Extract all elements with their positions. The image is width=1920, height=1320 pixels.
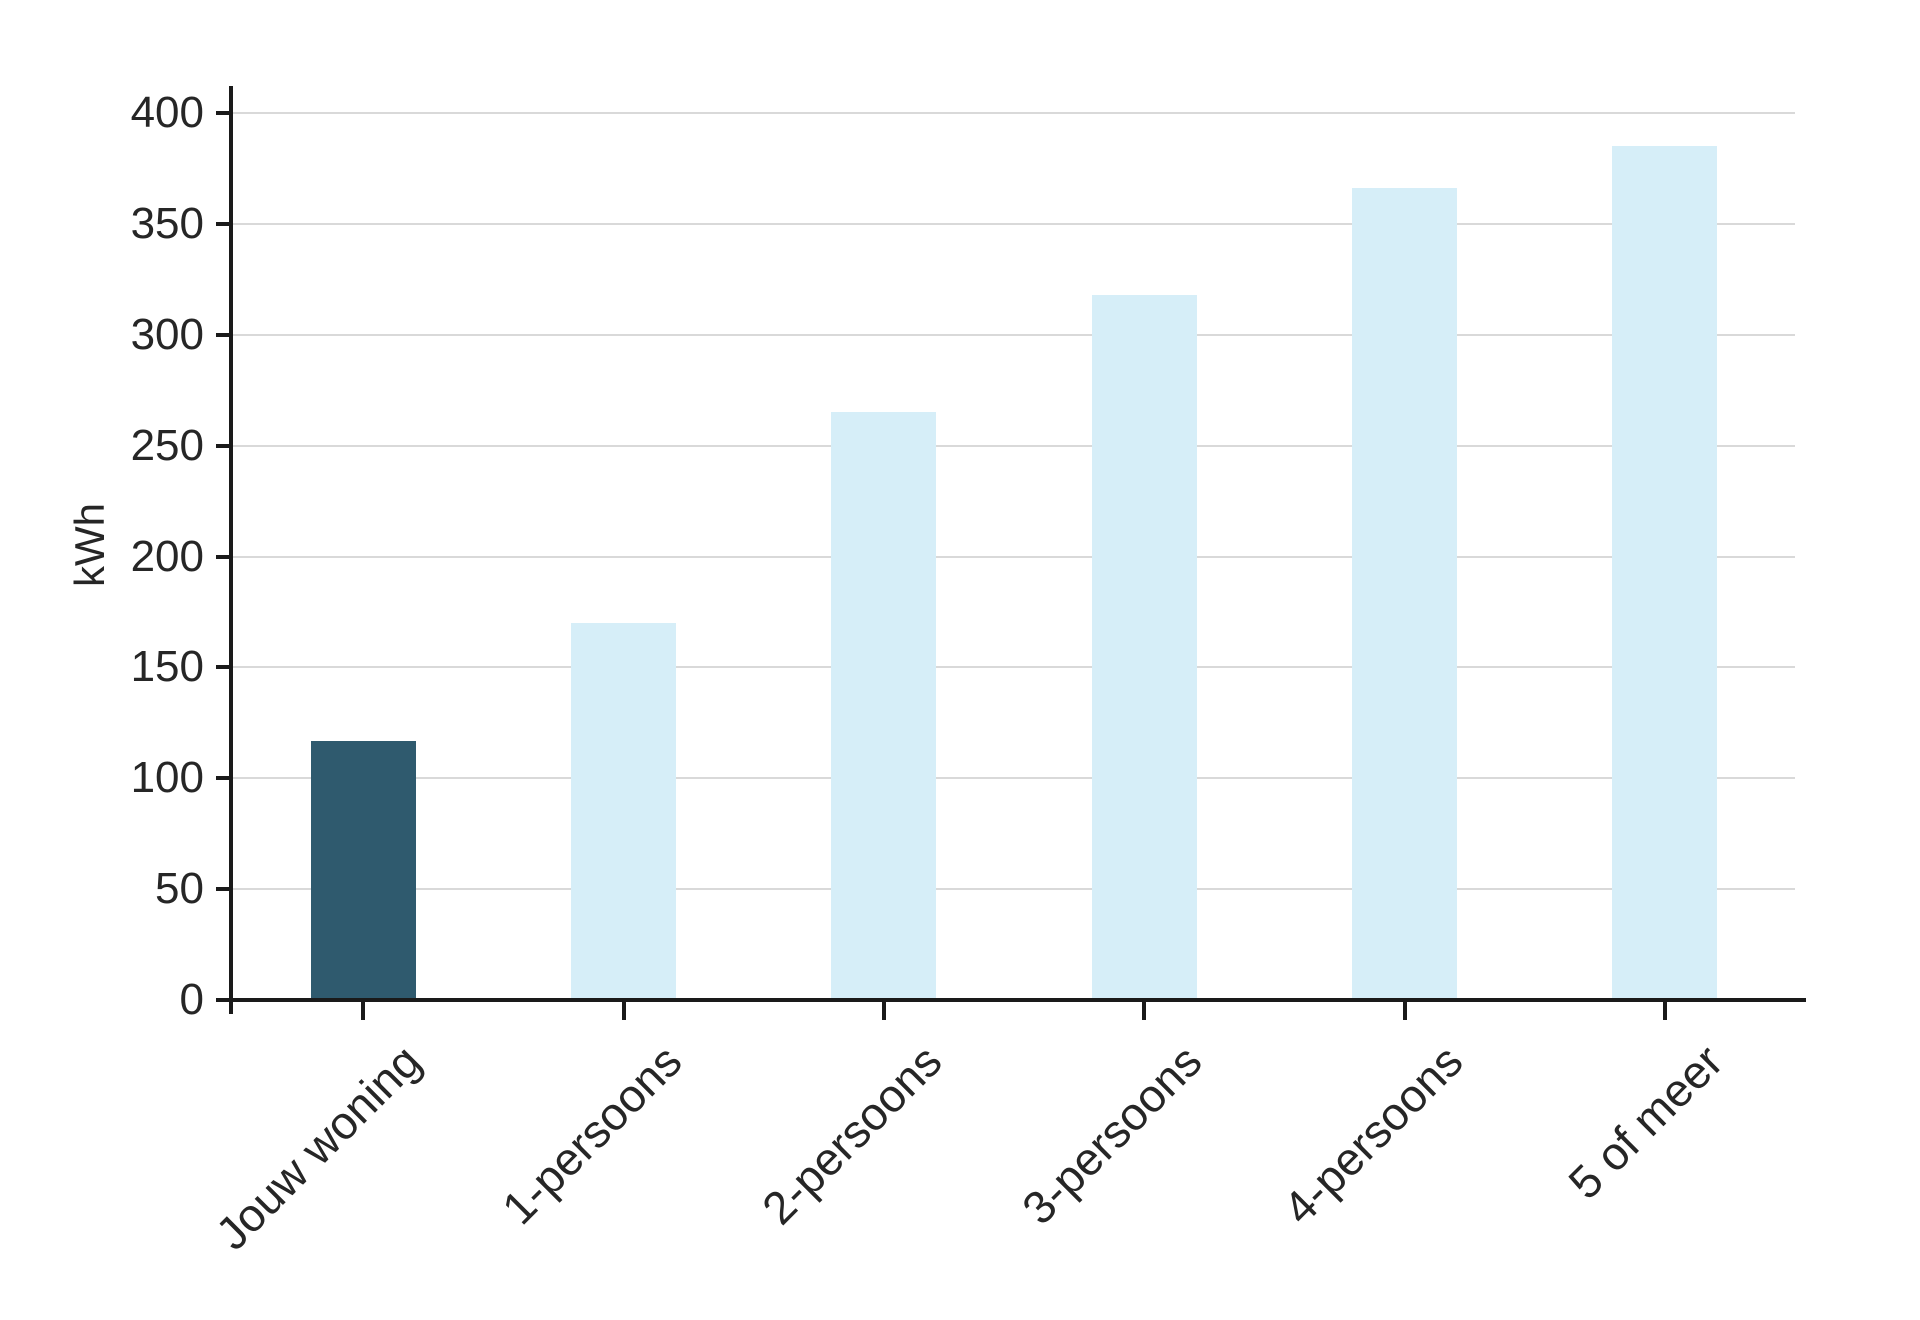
gridline [233, 777, 1795, 780]
bar-jouw-woning [310, 740, 416, 1000]
gridline [233, 112, 1795, 114]
y-tick-label: 50 [155, 864, 204, 914]
x-axis-tick [1662, 1002, 1667, 1020]
y-axis-tick [216, 554, 231, 559]
gridline [233, 888, 1795, 891]
gridline [233, 333, 1795, 336]
x-axis-tick [361, 1002, 366, 1020]
bar-3-persoons [1091, 294, 1197, 1000]
plot-area [233, 112, 1795, 1000]
x-axis-tick [881, 1002, 886, 1020]
y-tick-label: 250 [130, 420, 204, 470]
x-category-label: 5 of meer [1558, 1034, 1733, 1209]
gridline [233, 666, 1795, 669]
y-tick-label: 200 [130, 531, 204, 581]
y-tick-label: 0 [179, 975, 204, 1024]
y-axis-line [229, 86, 233, 1014]
x-axis-tick [621, 1002, 626, 1020]
y-axis-tick [216, 221, 231, 226]
x-axis-line [229, 998, 1806, 1002]
y-axis-tick [216, 776, 231, 781]
x-axis-tick [1402, 1002, 1407, 1020]
y-axis-tick [216, 665, 231, 670]
y-tick-label: 150 [130, 642, 204, 692]
y-tick-label: 400 [130, 88, 204, 137]
gridline [233, 444, 1795, 447]
gridline [233, 555, 1795, 558]
y-axis-tick [216, 887, 231, 892]
y-tick-label: 350 [130, 198, 204, 248]
x-category-label: 1-persoons [491, 1034, 691, 1235]
y-axis-tick [216, 111, 231, 115]
bar-5-of-meer [1612, 146, 1718, 1000]
x-category-label: 2-persoons [751, 1034, 952, 1235]
bar-1-persoons [571, 623, 676, 1000]
bar-2-persoons [831, 412, 937, 1000]
bar-4-persoons [1352, 188, 1457, 1000]
x-category-label: 4-persoons [1272, 1034, 1472, 1235]
y-tick-label: 300 [130, 309, 204, 359]
y-axis-tick [216, 332, 231, 337]
x-category-label: 3-persoons [1012, 1034, 1212, 1235]
gridline [233, 222, 1795, 225]
x-axis-tick [1142, 1002, 1147, 1020]
y-tick-label: 100 [130, 753, 204, 803]
y-axis-tick [216, 443, 231, 448]
y-axis-tick [216, 998, 231, 1002]
x-category-label: Jouw woning [205, 1034, 431, 1260]
